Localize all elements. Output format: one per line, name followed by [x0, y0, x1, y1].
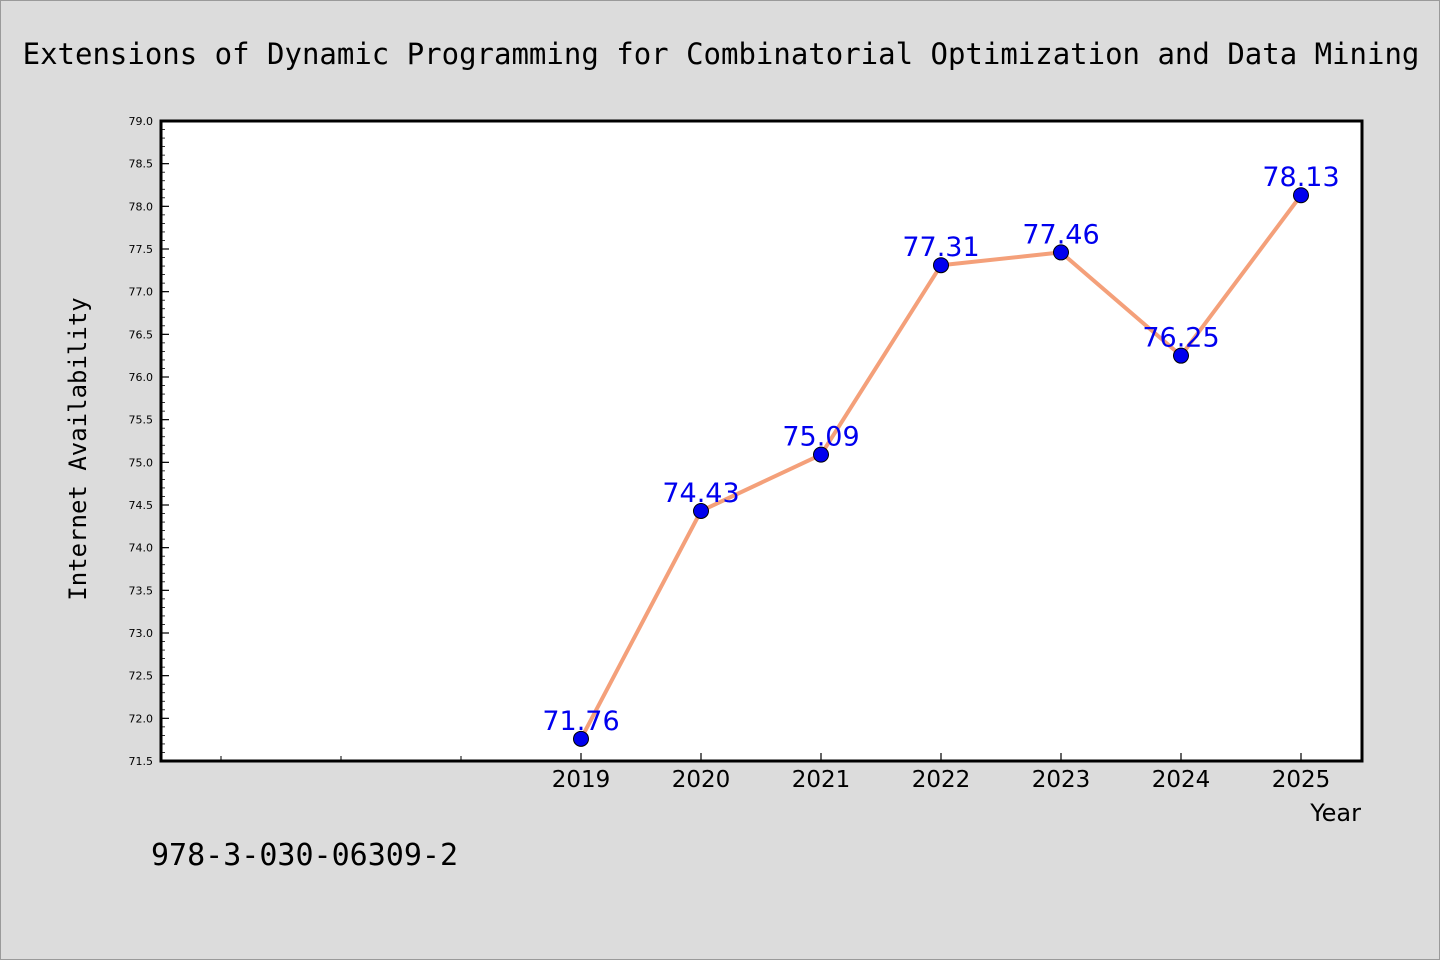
- data-label: 76.25: [1142, 323, 1219, 354]
- x-tick-label: 2025: [1272, 767, 1331, 793]
- plot-area: [159, 119, 1364, 763]
- x-tick-label: 2022: [912, 767, 971, 793]
- data-label: 71.76: [542, 706, 619, 737]
- data-point: [1173, 347, 1189, 364]
- data-label: 77.46: [1022, 219, 1099, 250]
- y-tick-label: 75.5: [129, 414, 154, 427]
- x-tick-label: 2021: [792, 767, 851, 793]
- y-tick-label: 76.5: [129, 328, 154, 341]
- y-axis: 71.5 72.0 72.5 73.0 73.5 74.0 74.5 75.0 75.5 76.0…: [129, 115, 169, 768]
- y-tick-label: 74.0: [129, 542, 154, 555]
- y-tick-label: 76.0: [129, 371, 154, 384]
- y-tick-label: 77.5: [129, 243, 154, 256]
- data-point: [813, 446, 829, 463]
- chart-title: Extensions of Dynamic Programming for Co…: [23, 37, 1420, 71]
- x-tick-label: 2023: [1032, 767, 1091, 793]
- y-tick-label: 75.0: [129, 456, 154, 469]
- x-tick-label: 2019: [552, 767, 611, 793]
- data-point: [693, 502, 709, 519]
- y-tick-label: 72.5: [129, 670, 154, 683]
- data-point: [933, 257, 949, 274]
- y-tick-label: 78.5: [129, 158, 154, 171]
- data-point: [573, 730, 589, 747]
- data-point: [1293, 187, 1309, 204]
- data-label: 74.43: [662, 478, 739, 509]
- x-tick-label: 2020: [672, 767, 731, 793]
- x-axis: 2019 2020 2021 2022 2023 2024 2025: [220, 753, 1331, 793]
- y-tick-label: 72.0: [129, 712, 154, 725]
- data-label: 78.13: [1262, 162, 1339, 193]
- y-tick-label: 73.5: [129, 584, 154, 597]
- x-tick-label: 2024: [1152, 767, 1211, 793]
- y-tick-label: 78.0: [129, 200, 154, 213]
- y-tick-label: 74.5: [129, 499, 154, 512]
- series-layer: 71.76 74.43 75.09 77.31 77.46 76.25 78.13: [542, 162, 1340, 747]
- y-tick-label: 73.0: [129, 627, 154, 640]
- data-label: 75.09: [782, 422, 859, 453]
- data-point: [1053, 244, 1069, 261]
- isbn-text: 978-3-030-06309-2: [151, 838, 458, 873]
- y-tick-label: 77.0: [129, 286, 154, 299]
- y-tick-label: 79.0: [129, 115, 154, 128]
- y-tick-label: 71.5: [129, 755, 154, 768]
- x-axis-label: Year: [1309, 799, 1361, 827]
- y-axis-label: Internet Availability: [64, 297, 92, 600]
- data-label: 77.31: [902, 232, 979, 263]
